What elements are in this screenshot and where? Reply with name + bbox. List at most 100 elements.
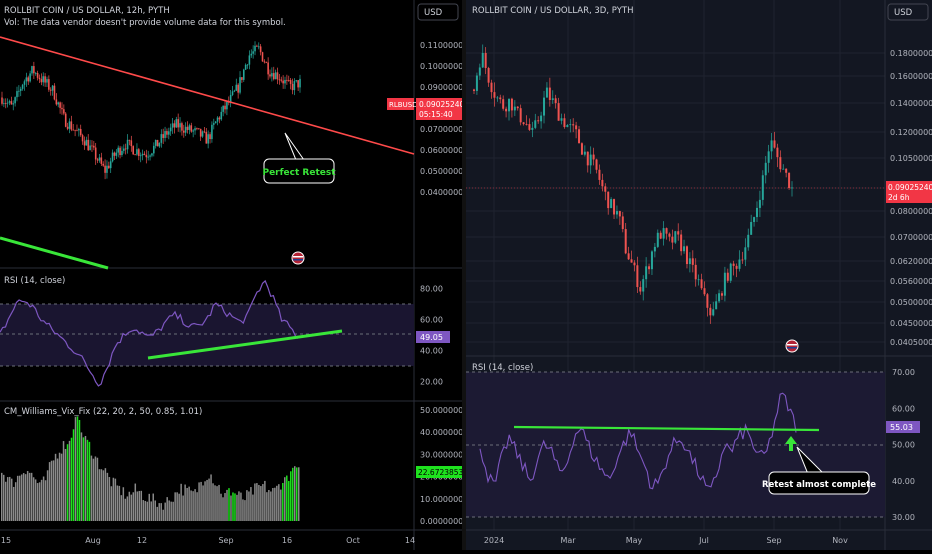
candle bbox=[782, 164, 785, 170]
left-currency-label: USD bbox=[424, 8, 443, 18]
vix-bar bbox=[290, 471, 292, 521]
rsi-tick-label: 60.00 bbox=[892, 404, 915, 413]
right-rsi-trendline[interactable] bbox=[513, 425, 820, 432]
right-annotation-box[interactable] bbox=[768, 471, 870, 495]
candle bbox=[242, 68, 245, 82]
rsi-tick-label: 20.00 bbox=[420, 378, 443, 387]
candle bbox=[87, 134, 90, 151]
candle bbox=[173, 120, 176, 134]
vix-tick-label: 30.00000000 bbox=[420, 450, 462, 459]
candle bbox=[776, 143, 779, 168]
candle bbox=[25, 72, 28, 87]
candle bbox=[27, 75, 30, 85]
vix-value: 22.67238539 bbox=[418, 468, 462, 477]
vix-tick-label: 10.00000000 bbox=[420, 495, 462, 504]
vix-bar bbox=[114, 478, 117, 521]
candle bbox=[241, 77, 243, 83]
candle bbox=[537, 116, 540, 124]
candle bbox=[94, 142, 97, 165]
left-currency-button[interactable] bbox=[417, 3, 459, 21]
candle bbox=[158, 142, 161, 148]
right-chart-title[interactable]: ROLLBIT COIN / US DOLLAR, 3D, PYTH bbox=[472, 6, 633, 16]
candle bbox=[205, 128, 208, 144]
vix-bar bbox=[228, 488, 230, 521]
candle bbox=[63, 104, 65, 116]
vix-bar bbox=[58, 452, 61, 521]
candle bbox=[589, 146, 592, 174]
candle bbox=[738, 250, 741, 272]
right-rsi-axis: 70.00 60.00 50.00 40.00 30.00 bbox=[892, 368, 915, 522]
right-grid bbox=[466, 0, 885, 530]
candle bbox=[534, 113, 537, 130]
vix-bar bbox=[70, 437, 73, 521]
candle bbox=[72, 124, 75, 131]
vix-bar bbox=[138, 490, 141, 521]
candle bbox=[732, 260, 735, 276]
resistance-trendline[interactable] bbox=[0, 36, 415, 155]
candle bbox=[171, 118, 174, 134]
vix-bar bbox=[120, 495, 123, 521]
candle bbox=[10, 96, 13, 105]
candle bbox=[6, 98, 9, 108]
vix-bar bbox=[30, 472, 33, 521]
vix-bar bbox=[232, 492, 234, 521]
vix-bar bbox=[96, 457, 99, 521]
vix-value-box bbox=[416, 466, 462, 478]
annotation-box[interactable] bbox=[263, 158, 335, 184]
right-currency-button[interactable] bbox=[887, 3, 929, 21]
vix-bar bbox=[64, 448, 67, 521]
left-chart-title[interactable]: ROLLBIT COIN / US DOLLAR, 12h, PYTH bbox=[4, 6, 170, 16]
vix-tick-label: 0.00000000 bbox=[420, 517, 462, 526]
vix-title[interactable]: CM_Williams_Vix_Fix (22, 20, 2, 50, 0.85… bbox=[4, 407, 202, 417]
vix-bar bbox=[74, 417, 77, 521]
candle bbox=[53, 83, 56, 101]
candle bbox=[8, 99, 11, 106]
vix-bar bbox=[128, 491, 131, 521]
candle bbox=[636, 256, 639, 293]
vix-bar bbox=[260, 486, 262, 521]
right-rsi-line bbox=[479, 392, 797, 490]
right-rsi-title[interactable]: RSI (14, close) bbox=[472, 363, 533, 373]
candle bbox=[595, 158, 598, 174]
vix-bar bbox=[72, 429, 75, 521]
candle bbox=[750, 214, 753, 235]
candle bbox=[685, 245, 688, 269]
candle bbox=[490, 79, 493, 99]
candle bbox=[694, 258, 697, 287]
left-rsi-title[interactable]: RSI (14, close) bbox=[4, 276, 65, 286]
price-tick-label: 0.04000000 bbox=[420, 188, 462, 197]
candle bbox=[68, 118, 71, 134]
time-tick-label: 15 bbox=[1, 536, 11, 545]
candle bbox=[601, 173, 604, 192]
candle bbox=[203, 127, 206, 134]
candle bbox=[744, 238, 747, 267]
vix-bars bbox=[1, 416, 300, 521]
vix-bar bbox=[198, 482, 200, 521]
rsi-support-trendline[interactable] bbox=[147, 329, 343, 360]
candle bbox=[162, 128, 164, 145]
right-us-flag-icon[interactable] bbox=[785, 339, 799, 353]
left-rsi-value-box bbox=[416, 331, 450, 343]
candle bbox=[154, 139, 157, 149]
candle bbox=[117, 145, 120, 158]
vix-bar bbox=[270, 491, 272, 521]
candle bbox=[121, 146, 123, 157]
vix-bar bbox=[32, 477, 35, 521]
us-flag-icon[interactable] bbox=[291, 251, 305, 265]
vix-bar bbox=[190, 490, 192, 521]
vix-bar bbox=[152, 493, 154, 521]
candle bbox=[697, 274, 700, 286]
time-tick-label: 14 bbox=[405, 536, 415, 545]
candle bbox=[496, 95, 499, 102]
candle bbox=[747, 228, 750, 251]
candle bbox=[16, 86, 18, 102]
candle bbox=[613, 198, 616, 220]
candle bbox=[78, 127, 80, 137]
candle bbox=[265, 61, 268, 64]
support-trendline[interactable] bbox=[0, 236, 109, 270]
candle bbox=[4, 98, 7, 109]
candle bbox=[788, 172, 791, 190]
candle bbox=[493, 82, 496, 107]
vix-bar bbox=[142, 500, 145, 521]
